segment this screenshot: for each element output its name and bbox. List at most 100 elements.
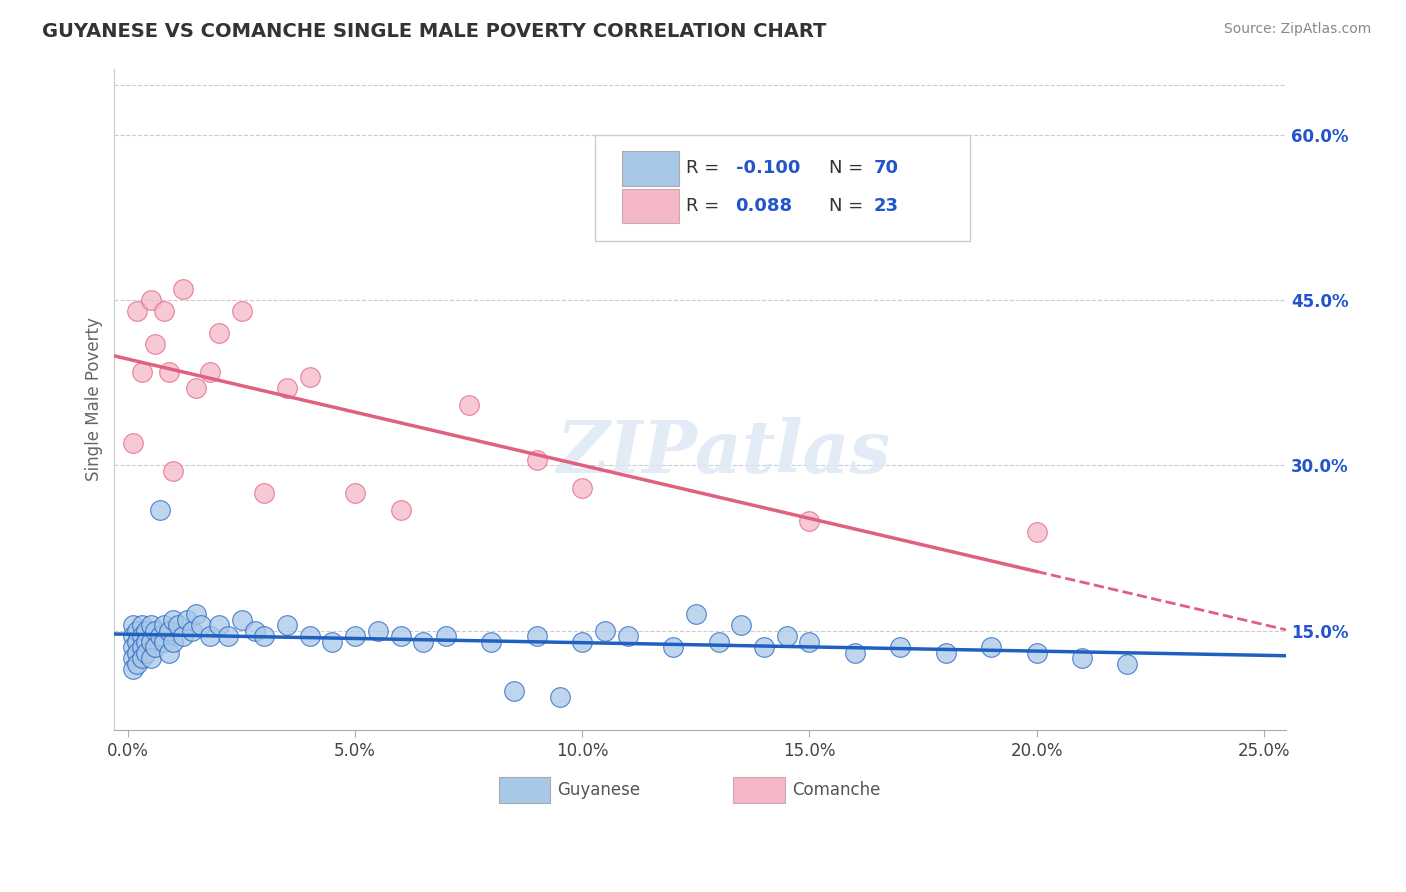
- Point: [186, 607, 208, 622]
- Point: [1025, 524, 1047, 539]
- Point: [167, 618, 190, 632]
- Point: [1116, 657, 1139, 671]
- Point: [208, 618, 231, 632]
- Point: [131, 651, 153, 665]
- Point: [121, 629, 143, 643]
- Point: [143, 337, 166, 351]
- Point: [172, 629, 194, 643]
- Point: [344, 629, 367, 643]
- FancyBboxPatch shape: [595, 135, 970, 241]
- Point: [571, 481, 593, 495]
- Point: [186, 381, 208, 395]
- Point: [157, 646, 180, 660]
- FancyBboxPatch shape: [621, 189, 679, 223]
- Point: [157, 365, 180, 379]
- Point: [127, 657, 149, 671]
- Point: [139, 651, 162, 665]
- Point: [131, 365, 153, 379]
- Point: [253, 629, 276, 643]
- Point: [571, 635, 593, 649]
- Point: [143, 640, 166, 655]
- Text: 70: 70: [873, 160, 898, 178]
- Point: [616, 629, 638, 643]
- Point: [1071, 651, 1094, 665]
- Point: [135, 646, 157, 660]
- Point: [298, 629, 321, 643]
- Point: [685, 607, 707, 622]
- Point: [276, 618, 298, 632]
- Point: [980, 640, 1002, 655]
- Point: [139, 293, 162, 307]
- Point: [434, 629, 457, 643]
- Text: N =: N =: [830, 160, 869, 178]
- Point: [799, 635, 821, 649]
- Point: [127, 635, 149, 649]
- Point: [198, 629, 221, 643]
- Point: [127, 304, 149, 318]
- Point: [389, 502, 412, 516]
- Point: [180, 624, 202, 638]
- FancyBboxPatch shape: [733, 777, 785, 803]
- Point: [198, 365, 221, 379]
- Point: [231, 613, 253, 627]
- Point: [503, 684, 526, 698]
- Point: [217, 629, 239, 643]
- Point: [593, 624, 616, 638]
- Point: [707, 635, 730, 649]
- Point: [344, 486, 367, 500]
- Text: N =: N =: [830, 197, 869, 215]
- Point: [752, 640, 775, 655]
- Point: [457, 398, 479, 412]
- Point: [121, 662, 143, 676]
- Point: [162, 464, 184, 478]
- Point: [172, 282, 194, 296]
- Point: [276, 381, 298, 395]
- Point: [526, 453, 548, 467]
- Text: Source: ZipAtlas.com: Source: ZipAtlas.com: [1223, 22, 1371, 37]
- Point: [776, 629, 799, 643]
- Text: Guyanese: Guyanese: [557, 781, 641, 799]
- Text: -0.100: -0.100: [735, 160, 800, 178]
- Point: [481, 635, 503, 649]
- Point: [149, 502, 172, 516]
- Point: [253, 486, 276, 500]
- Point: [131, 618, 153, 632]
- Point: [231, 304, 253, 318]
- Point: [121, 436, 143, 450]
- Text: R =: R =: [686, 160, 725, 178]
- Point: [1025, 646, 1047, 660]
- Text: Comanche: Comanche: [792, 781, 880, 799]
- Text: 0.088: 0.088: [735, 197, 793, 215]
- Point: [935, 646, 957, 660]
- Point: [389, 629, 412, 643]
- Point: [157, 624, 180, 638]
- Point: [135, 635, 157, 649]
- Point: [139, 618, 162, 632]
- Point: [548, 690, 571, 704]
- Point: [121, 640, 143, 655]
- FancyBboxPatch shape: [621, 152, 679, 186]
- Point: [127, 646, 149, 660]
- Point: [127, 624, 149, 638]
- Point: [190, 618, 212, 632]
- Text: GUYANESE VS COMANCHE SINGLE MALE POVERTY CORRELATION CHART: GUYANESE VS COMANCHE SINGLE MALE POVERTY…: [42, 22, 827, 41]
- Point: [412, 635, 434, 649]
- Point: [176, 613, 198, 627]
- Point: [844, 646, 866, 660]
- Point: [121, 618, 143, 632]
- Point: [153, 618, 176, 632]
- Point: [321, 635, 343, 649]
- Text: R =: R =: [686, 197, 725, 215]
- Point: [153, 304, 176, 318]
- FancyBboxPatch shape: [499, 777, 550, 803]
- Point: [889, 640, 911, 655]
- Point: [799, 514, 821, 528]
- Point: [149, 629, 172, 643]
- Point: [367, 624, 389, 638]
- Y-axis label: Single Male Poverty: Single Male Poverty: [86, 318, 103, 482]
- Point: [131, 629, 153, 643]
- Point: [245, 624, 267, 638]
- Text: 23: 23: [873, 197, 898, 215]
- Point: [121, 651, 143, 665]
- Point: [162, 613, 184, 627]
